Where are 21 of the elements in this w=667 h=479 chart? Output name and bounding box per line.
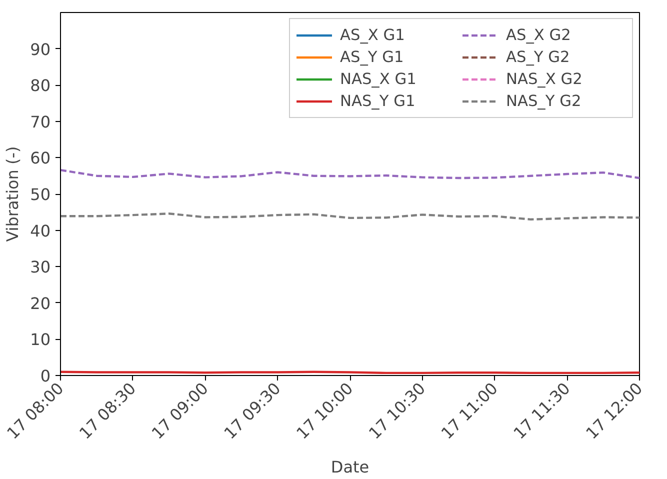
legend-label: NAS_X G2 <box>506 69 584 89</box>
y-tick-label: 90 <box>30 40 50 59</box>
y-tick-label: 70 <box>30 112 50 132</box>
y-tick-label: 50 <box>30 185 50 204</box>
legend-label: AS_X G2 <box>506 25 572 45</box>
y-tick-label: 40 <box>30 221 50 240</box>
legend-label: AS_Y G2 <box>506 47 571 67</box>
legend-label: AS_X G1 <box>340 25 406 45</box>
y-tick-label: 80 <box>30 76 50 96</box>
legend-label: NAS_X G1 <box>340 69 418 89</box>
y-tick-label: 0 <box>40 366 51 386</box>
y-axis-title: Vibration (-) <box>3 146 22 242</box>
legend-label: AS_Y G1 <box>340 47 405 67</box>
y-tick-label: 10 <box>30 330 50 350</box>
y-tick-label: 30 <box>30 258 50 277</box>
y-tick-label: 20 <box>30 294 50 313</box>
line-series <box>60 168 640 180</box>
legend-label: NAS_Y G2 <box>506 91 582 111</box>
legend-label: NAS_Y G1 <box>340 91 416 111</box>
y-tick-label: 60 <box>30 148 50 168</box>
x-axis-title: Date <box>330 458 370 477</box>
